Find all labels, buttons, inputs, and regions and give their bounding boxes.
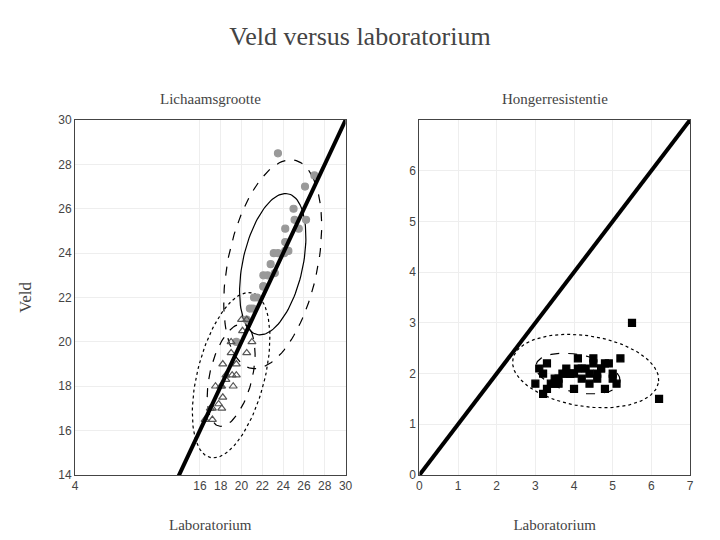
svg-text:3: 3 [409, 316, 416, 330]
svg-text:6: 6 [409, 164, 416, 178]
svg-text:16: 16 [58, 424, 72, 438]
svg-text:1: 1 [455, 479, 462, 493]
svg-text:18: 18 [58, 379, 72, 393]
svg-text:18: 18 [214, 479, 228, 493]
svg-text:24: 24 [276, 479, 290, 493]
svg-text:22: 22 [256, 479, 270, 493]
svg-text:28: 28 [318, 479, 332, 493]
svg-text:4: 4 [571, 479, 578, 493]
svg-text:14: 14 [58, 468, 72, 482]
svg-text:Veld versus laboratorium: Veld versus laboratorium [229, 22, 490, 51]
svg-text:24: 24 [58, 246, 72, 260]
svg-text:1: 1 [409, 417, 416, 431]
svg-text:30: 30 [58, 113, 72, 127]
svg-text:Laboratorium: Laboratorium [513, 517, 596, 533]
svg-text:2: 2 [493, 479, 500, 493]
svg-text:16: 16 [193, 479, 207, 493]
svg-text:26: 26 [58, 202, 72, 216]
svg-text:6: 6 [648, 479, 655, 493]
svg-text:Veld: Veld [16, 281, 35, 313]
svg-text:4: 4 [409, 265, 416, 279]
svg-text:0: 0 [416, 479, 423, 493]
svg-text:22: 22 [58, 291, 72, 305]
svg-text:0: 0 [409, 468, 416, 482]
svg-text:5: 5 [609, 479, 616, 493]
svg-text:2: 2 [409, 367, 416, 381]
svg-text:Hongerresistentie: Hongerresistentie [502, 91, 608, 107]
svg-text:20: 20 [58, 335, 72, 349]
svg-text:3: 3 [532, 479, 539, 493]
svg-text:Lichaamsgrootte: Lichaamsgrootte [160, 91, 261, 107]
svg-text:Laboratorium: Laboratorium [169, 517, 252, 533]
svg-text:26: 26 [297, 479, 311, 493]
svg-text:7: 7 [687, 479, 694, 493]
svg-text:20: 20 [235, 479, 249, 493]
svg-text:5: 5 [409, 215, 416, 229]
svg-text:28: 28 [58, 158, 72, 172]
svg-text:30: 30 [339, 479, 353, 493]
svg-text:4: 4 [72, 479, 79, 493]
